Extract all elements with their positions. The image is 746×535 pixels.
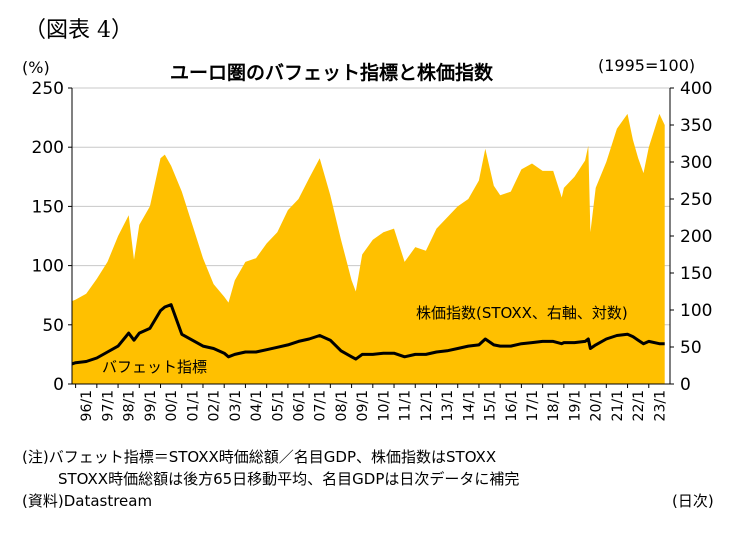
right-tick-label: 150 [680, 264, 712, 284]
x-tick-label: 00/1 [164, 390, 180, 421]
right-tick-label: 100 [680, 301, 712, 321]
source-note: (資料)Datastream [22, 492, 153, 510]
right-tick-label: 300 [680, 153, 712, 173]
left-tick-label: 100 [32, 257, 64, 277]
left-axis-unit: (%) [22, 58, 50, 77]
x-tick-label: 20/1 [589, 390, 605, 421]
x-tick-label: 08/1 [334, 390, 350, 421]
left-tick-label: 200 [32, 138, 64, 158]
x-tick-label: 14/1 [461, 390, 477, 421]
x-tick-label: 01/1 [185, 390, 201, 421]
left-tick-label: 50 [42, 316, 64, 336]
x-tick-label: 11/1 [398, 390, 414, 421]
x-tick-label: 99/1 [143, 390, 159, 421]
annotations: 株価指数(STOXX、右軸、対数) バフェット指標 [102, 304, 628, 376]
right-tick-label: 50 [680, 338, 702, 358]
x-tick-label: 13/1 [440, 390, 456, 421]
x-tick-label: 12/1 [419, 390, 435, 421]
buffett-indicator-line [71, 303, 665, 366]
right-tick-label: 0 [680, 375, 691, 395]
tick-labels: 0 50 100 150 200 250 0 50 100 150 200 250 300 350 400 9… [32, 79, 713, 421]
x-tick-label: 96/1 [79, 390, 95, 421]
date-frequency-label: (日次) [672, 492, 714, 510]
left-tick-label: 250 [32, 79, 64, 99]
note-line-1: (注)バフェット指標＝STOXX時価総額／名目GDP、株価指数はSTOXX [22, 448, 497, 466]
buffett-series-label: バフェット指標 [102, 358, 207, 376]
right-axis-unit: (1995=100) [598, 56, 696, 75]
x-tick-label: 09/1 [355, 390, 371, 421]
x-tick-label: 06/1 [292, 390, 308, 421]
x-tick-label: 18/1 [546, 390, 562, 421]
x-tick-label: 97/1 [101, 390, 117, 421]
x-tick-label: 17/1 [525, 390, 541, 421]
right-tick-label: 250 [680, 190, 712, 210]
figure-label: （図表 4） [24, 18, 133, 43]
x-tick-label: 15/1 [483, 390, 499, 421]
right-tick-label: 350 [680, 116, 712, 136]
note-line-2: STOXX時価総額は後方65日移動平均、名目GDPは日次データに補完 [58, 470, 520, 488]
x-tick-label: 10/1 [376, 390, 392, 421]
stock-series-label: 株価指数(STOXX、右軸、対数) [416, 304, 628, 322]
x-tick-label: 05/1 [270, 390, 286, 421]
chart-canvas: 0 50 100 150 200 250 0 50 100 150 200 250 300 350 400 9… [32, 79, 713, 421]
x-tick-label: 02/1 [207, 390, 223, 421]
chart-title: ユーロ圏のバフェット指標と株価指数 [170, 62, 494, 84]
x-tick-label: 19/1 [568, 390, 584, 421]
left-tick-label: 0 [53, 375, 64, 395]
x-tick-label: 21/1 [610, 390, 626, 421]
x-tick-label: 22/1 [631, 390, 647, 421]
x-tick-label: 23/1 [652, 390, 668, 421]
x-tick-label: 16/1 [504, 390, 520, 421]
x-tick-label: 03/1 [228, 390, 244, 421]
right-tick-label: 400 [680, 79, 712, 99]
left-tick-label: 150 [32, 197, 64, 217]
stock-index-area [72, 113, 665, 385]
x-tick-label: 07/1 [313, 390, 329, 421]
right-tick-label: 200 [680, 227, 712, 247]
x-tick-label: 98/1 [122, 390, 138, 421]
x-tick-label: 04/1 [249, 390, 265, 421]
